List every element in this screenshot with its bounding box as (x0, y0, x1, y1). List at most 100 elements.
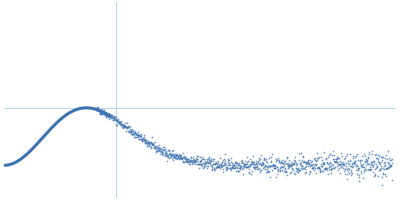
Point (266, 157, 272, 160)
Point (217, 156, 223, 160)
Point (378, 160, 384, 163)
Point (242, 163, 248, 166)
Point (135, 131, 141, 134)
Point (175, 153, 182, 156)
Point (361, 152, 368, 155)
Point (143, 139, 150, 142)
Point (171, 156, 178, 159)
Point (388, 163, 394, 166)
Point (195, 163, 202, 166)
Point (309, 166, 316, 169)
Point (238, 165, 244, 169)
Point (285, 164, 292, 167)
Point (174, 154, 181, 157)
Point (241, 164, 248, 167)
Point (199, 158, 206, 161)
Point (191, 161, 198, 164)
Point (313, 163, 320, 167)
Point (166, 153, 173, 156)
Point (311, 165, 318, 168)
Point (338, 151, 344, 154)
Point (270, 163, 276, 166)
Point (301, 159, 308, 162)
Point (320, 162, 326, 165)
Point (168, 155, 174, 158)
Point (286, 163, 292, 166)
Point (265, 169, 272, 172)
Point (165, 152, 172, 155)
Point (164, 159, 170, 162)
Point (158, 150, 164, 154)
Point (272, 157, 279, 160)
Point (376, 162, 383, 165)
Point (284, 173, 290, 176)
Point (328, 168, 334, 171)
Point (177, 154, 184, 158)
Point (102, 111, 108, 115)
Point (151, 146, 158, 149)
Point (140, 137, 146, 140)
Point (133, 133, 140, 136)
Point (202, 160, 208, 163)
Point (258, 163, 265, 166)
Point (101, 111, 107, 115)
Point (264, 163, 271, 167)
Point (100, 110, 106, 113)
Point (340, 166, 346, 170)
Point (144, 139, 151, 142)
Point (304, 158, 311, 161)
Point (327, 153, 333, 156)
Point (228, 168, 234, 171)
Point (288, 163, 294, 166)
Point (114, 119, 120, 122)
Point (376, 161, 382, 164)
Point (184, 160, 191, 163)
Point (255, 160, 262, 163)
Point (165, 155, 171, 159)
Point (368, 160, 374, 163)
Point (186, 160, 192, 163)
Point (228, 161, 235, 164)
Point (256, 167, 262, 170)
Point (334, 156, 340, 159)
Point (365, 162, 372, 166)
Point (226, 163, 232, 166)
Point (227, 168, 234, 171)
Point (216, 166, 223, 170)
Point (275, 156, 282, 159)
Point (308, 159, 315, 162)
Point (255, 167, 261, 170)
Point (244, 165, 251, 168)
Point (132, 131, 138, 134)
Point (321, 162, 327, 165)
Point (138, 135, 144, 138)
Point (303, 163, 309, 166)
Point (297, 163, 303, 166)
Point (119, 123, 126, 126)
Point (146, 142, 153, 145)
Point (225, 163, 231, 166)
Point (116, 121, 122, 125)
Point (122, 124, 128, 128)
Point (184, 159, 190, 162)
Point (333, 161, 339, 164)
Point (125, 126, 132, 129)
Point (209, 168, 215, 172)
Point (388, 178, 395, 181)
Point (160, 146, 166, 149)
Point (343, 167, 350, 170)
Point (313, 162, 319, 166)
Point (175, 156, 182, 159)
Point (323, 156, 329, 159)
Point (114, 119, 120, 123)
Point (188, 159, 195, 162)
Point (276, 158, 282, 161)
Point (363, 168, 370, 171)
Point (337, 172, 343, 175)
Point (124, 129, 131, 132)
Point (332, 160, 338, 164)
Point (252, 165, 258, 169)
Point (250, 163, 256, 166)
Point (204, 158, 210, 161)
Point (306, 170, 313, 173)
